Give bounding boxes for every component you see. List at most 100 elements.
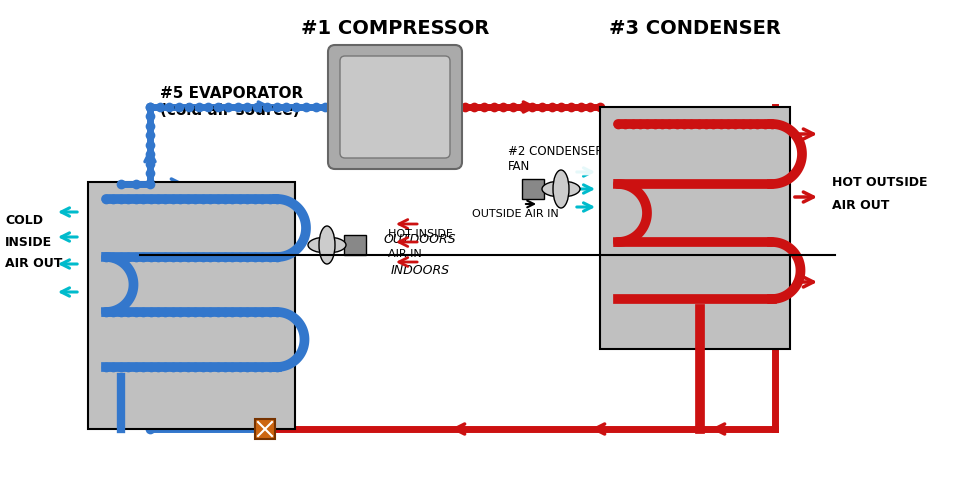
Point	[142, 151, 158, 159]
Point	[232, 363, 248, 371]
Point	[655, 120, 670, 128]
Point	[165, 363, 180, 371]
Point	[113, 253, 128, 261]
Point	[202, 195, 218, 203]
Point	[254, 308, 270, 316]
Point	[127, 180, 143, 188]
Point	[121, 308, 136, 316]
Point	[298, 103, 314, 111]
Point	[218, 195, 233, 203]
Point	[259, 103, 274, 111]
Point	[143, 363, 159, 371]
Point	[270, 253, 285, 261]
Point	[135, 195, 151, 203]
Point	[195, 363, 211, 371]
Bar	[344, 235, 366, 255]
Point	[224, 253, 240, 261]
Text: FILLED TUBING: FILLED TUBING	[620, 297, 749, 312]
Point	[202, 253, 218, 261]
Point	[187, 363, 203, 371]
Point	[676, 120, 692, 128]
Text: OUTDOORS: OUTDOORS	[384, 233, 457, 246]
Text: #4 REFRIGERANT: #4 REFRIGERANT	[620, 267, 768, 282]
Point	[142, 179, 158, 187]
Point	[142, 292, 158, 300]
Point	[582, 103, 598, 111]
Point	[195, 253, 211, 261]
Point	[142, 312, 158, 320]
Text: #3 CONDENSER: #3 CONDENSER	[609, 19, 781, 38]
Point	[224, 195, 240, 203]
Text: #1 COMPRESSOR: #1 COMPRESSOR	[301, 19, 489, 38]
Point	[142, 359, 158, 367]
Point	[270, 363, 285, 371]
Point	[218, 363, 233, 371]
Point	[202, 308, 218, 316]
Ellipse shape	[308, 237, 346, 253]
Point	[135, 253, 151, 261]
Point	[180, 363, 196, 371]
Point	[662, 120, 677, 128]
Point	[224, 363, 240, 371]
Point	[142, 387, 158, 395]
Ellipse shape	[319, 226, 335, 264]
Point	[142, 188, 158, 196]
Point	[142, 406, 158, 414]
Point	[142, 207, 158, 215]
Point	[106, 195, 122, 203]
Point	[121, 253, 136, 261]
Point	[712, 120, 728, 128]
Point	[150, 195, 166, 203]
Point	[165, 253, 180, 261]
Point	[142, 378, 158, 386]
Point	[544, 103, 560, 111]
Point	[98, 253, 114, 261]
Text: INDOORS: INDOORS	[390, 264, 450, 277]
Point	[152, 103, 168, 111]
Text: INSIDE: INSIDE	[5, 236, 52, 248]
Point	[720, 120, 736, 128]
Point	[218, 308, 233, 316]
Ellipse shape	[553, 170, 569, 208]
Point	[534, 103, 550, 111]
Point	[210, 253, 225, 261]
Point	[98, 195, 114, 203]
Point	[143, 195, 159, 203]
Point	[270, 195, 285, 203]
Point	[476, 103, 492, 111]
Point	[158, 195, 173, 203]
Text: #5 EVAPORATOR
(cold air source): #5 EVAPORATOR (cold air source)	[160, 86, 303, 118]
Point	[249, 103, 265, 111]
Point	[106, 253, 122, 261]
Point	[247, 253, 263, 261]
Point	[247, 308, 263, 316]
Point	[142, 254, 158, 262]
Point	[229, 103, 245, 111]
Point	[142, 160, 158, 168]
Point	[142, 226, 158, 234]
Point	[327, 103, 343, 111]
Point	[142, 415, 158, 423]
Point	[288, 103, 304, 111]
Point	[143, 253, 159, 261]
Point	[142, 236, 158, 244]
Point	[180, 308, 196, 316]
Point	[142, 198, 158, 206]
Point	[158, 308, 173, 316]
Point	[150, 308, 166, 316]
Point	[239, 103, 255, 111]
Ellipse shape	[542, 181, 580, 197]
Point	[220, 103, 236, 111]
Point	[632, 120, 648, 128]
Point	[98, 363, 114, 371]
Point	[142, 349, 158, 357]
Point	[239, 308, 255, 316]
Point	[143, 308, 159, 316]
Point	[247, 363, 263, 371]
Point	[181, 103, 197, 111]
Point	[210, 195, 225, 203]
Point	[278, 103, 294, 111]
Text: AIR OUT: AIR OUT	[5, 257, 63, 270]
Point	[172, 363, 188, 371]
Point	[524, 103, 540, 111]
